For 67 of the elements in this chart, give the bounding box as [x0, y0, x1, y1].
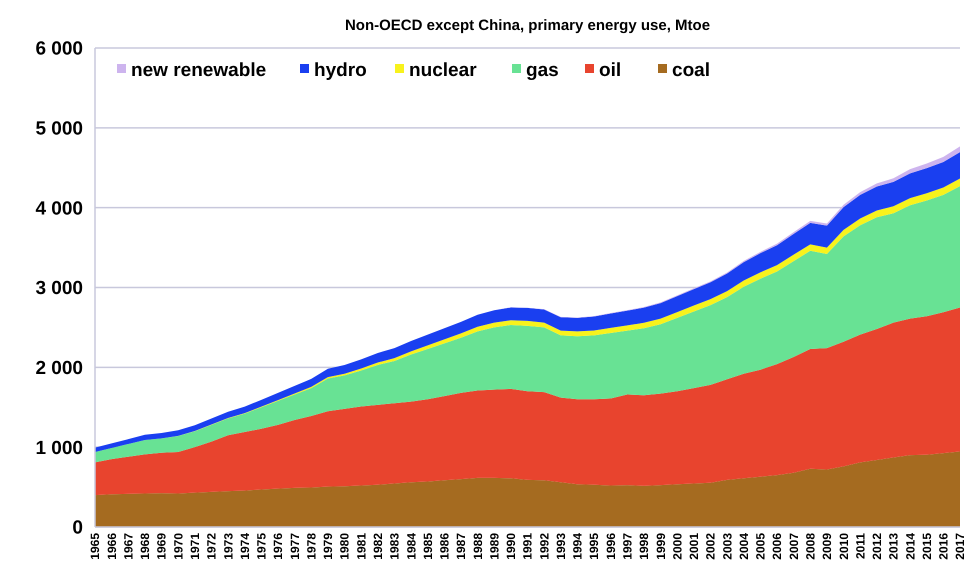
x-tick-label: 1992: [537, 532, 552, 560]
x-tick-label: 2017: [953, 532, 968, 560]
x-tick-label: 2005: [754, 532, 768, 560]
x-tick-label: 1995: [587, 532, 602, 560]
y-tick-label: 2 000: [35, 358, 83, 379]
x-tick-label: 1987: [454, 532, 468, 560]
chart-title: Non-OECD except China, primary energy use, Mtoe: [344, 17, 710, 34]
x-tick-label: 1984: [404, 532, 418, 560]
x-tick-label: 1996: [604, 532, 618, 560]
x-tick-label: 1976: [271, 532, 286, 560]
x-tick-label: 1972: [204, 532, 219, 560]
x-tick-label: 2013: [886, 532, 901, 560]
x-tick-label: 1973: [221, 532, 236, 560]
x-tick-label: 1969: [154, 532, 169, 560]
x-tick-label: 1979: [321, 532, 336, 560]
x-tick-label: 1975: [254, 532, 269, 560]
y-tick-label: 1 000: [35, 438, 83, 459]
x-tick-label: 1965: [88, 532, 102, 560]
x-tick-label: 1980: [338, 532, 352, 560]
legend-label: coal: [672, 60, 710, 81]
x-tick-label: 1978: [304, 532, 318, 560]
x-tick-label: 2015: [920, 532, 934, 560]
x-tick-label: 1990: [504, 532, 518, 560]
legend-label: oil: [599, 60, 622, 81]
x-tick-label: 1986: [438, 532, 452, 560]
x-tick-label: 1966: [104, 532, 119, 560]
x-tick-label: 2006: [770, 532, 784, 560]
x-tick-label: 1977: [288, 532, 302, 560]
x-tick-label: 1988: [470, 532, 485, 560]
legend-label: hydro: [314, 60, 367, 81]
x-tick-label: 1993: [554, 532, 568, 560]
x-tick-label: 2001: [687, 532, 702, 560]
y-tick-label: 6 000: [35, 38, 83, 60]
y-tick-label: 4 000: [35, 198, 83, 220]
x-tick-label: 1985: [420, 532, 435, 560]
legend-label: gas: [526, 60, 559, 81]
x-tick-label: 1967: [121, 532, 136, 560]
x-tick-label: 2008: [803, 532, 818, 560]
x-tick-label: 2016: [936, 532, 951, 560]
x-tick-label: 2012: [870, 532, 884, 560]
x-tick-label: 2011: [853, 532, 868, 560]
x-tick-label: 1998: [637, 532, 652, 560]
legend-label: nuclear: [409, 60, 478, 81]
x-tick-label: 2014: [903, 532, 918, 560]
x-tick-label: 2003: [720, 532, 734, 560]
y-tick-label: 5 000: [35, 118, 83, 140]
x-tick-label: 1974: [238, 532, 252, 560]
x-tick-label: 1997: [620, 532, 635, 560]
x-tick-label: 1991: [520, 532, 535, 560]
x-tick-label: 1968: [138, 532, 152, 560]
legend-label: new renewable: [131, 60, 266, 81]
x-tick-label: 1999: [654, 532, 668, 560]
x-tick-label: 1981: [354, 532, 368, 560]
y-tick-label: 3 000: [35, 278, 83, 300]
x-tick-label: 2004: [736, 532, 751, 560]
x-tick-label: 2009: [820, 532, 834, 560]
x-tick-label: 1983: [388, 532, 402, 560]
x-tick-label: 2010: [836, 532, 851, 560]
y-tick-label: 0: [72, 518, 83, 539]
x-tick-label: 1982: [370, 532, 385, 560]
x-tick-label: 2000: [670, 532, 684, 560]
x-tick-label: 2002: [704, 532, 718, 560]
x-tick-label: 2007: [786, 532, 801, 560]
x-tick-label: 1989: [487, 532, 502, 560]
x-tick-label: 1971: [188, 532, 202, 560]
x-tick-label: 1970: [171, 532, 186, 560]
x-tick-label: 1994: [570, 532, 585, 560]
